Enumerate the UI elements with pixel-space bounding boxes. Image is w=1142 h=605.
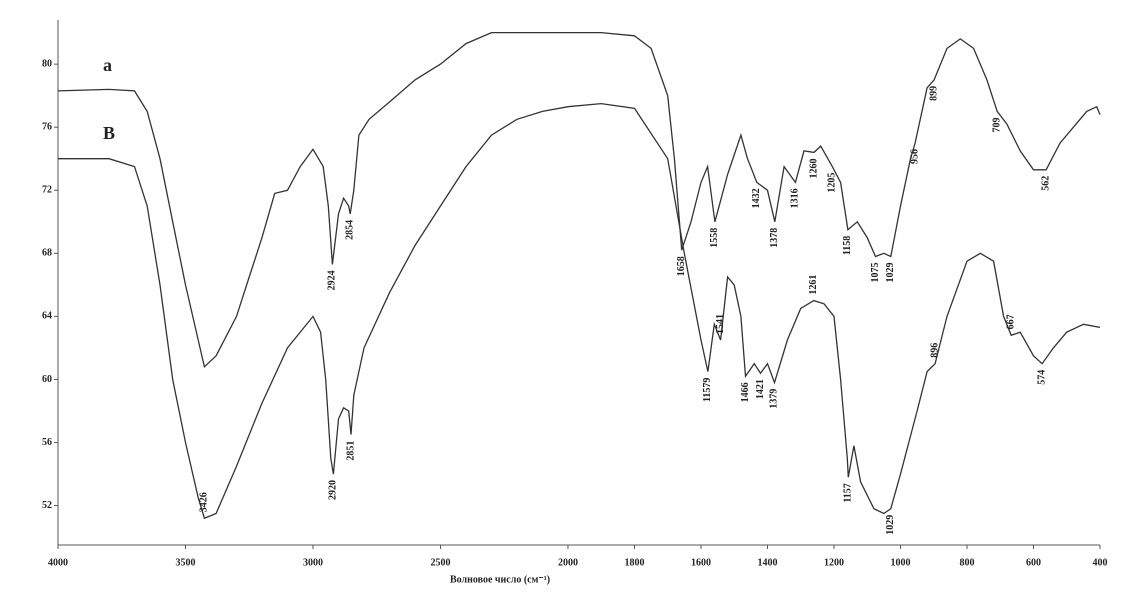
x-tick-label: 3000	[303, 557, 323, 568]
spectrum-line	[58, 102, 1101, 520]
peak-label: 1658	[676, 256, 687, 276]
peak-label: 899	[928, 86, 939, 101]
peak-label: 1158	[842, 236, 853, 255]
x-tick-label: 3500	[175, 557, 195, 568]
peak-label: 1432	[751, 188, 762, 208]
y-tick-label: 68	[42, 248, 52, 259]
peak-label: 1466	[740, 382, 751, 402]
x-tick-label: 1400	[757, 557, 777, 568]
peak-label: 574	[1036, 370, 1047, 385]
peak-label: 1378	[769, 228, 780, 248]
peak-label: 11579	[702, 378, 713, 402]
y-tick-label: 56	[42, 437, 52, 448]
y-tick-label: 76	[42, 122, 52, 133]
peak-label: 1541	[715, 314, 726, 334]
peak-label: 1260	[808, 158, 819, 178]
peak-label: 1075	[870, 262, 881, 282]
peak-label: 1421	[755, 379, 766, 399]
x-tick-label: 600	[1026, 557, 1041, 568]
peak-label: 709	[992, 117, 1003, 132]
peak-label: 2854	[345, 220, 356, 240]
y-tick-label: 64	[42, 311, 52, 322]
x-tick-label: 2000	[558, 557, 578, 568]
peak-label: 667	[1006, 314, 1017, 329]
peak-label: 1157	[843, 483, 854, 502]
peak-label: 1558	[709, 228, 720, 248]
x-axis-label: Волновое число (см⁻¹)	[450, 574, 550, 585]
peak-label: 956	[909, 149, 920, 164]
peak-label: 1205	[827, 173, 838, 193]
peak-label: 896	[929, 343, 940, 358]
x-tick-label: 800	[959, 557, 974, 568]
x-tick-label: 400	[1093, 557, 1108, 568]
y-tick-label: 60	[42, 374, 52, 385]
x-tick-label: 1000	[890, 557, 910, 568]
y-tick-label: 80	[42, 58, 52, 69]
x-tick-label: 1200	[824, 557, 844, 568]
series-name: a	[103, 55, 112, 75]
peak-label: 562	[1040, 176, 1051, 191]
peak-label: 1316	[790, 188, 801, 208]
series-name: B	[103, 123, 115, 143]
x-tick-label: 1600	[691, 557, 711, 568]
peak-label: 1029	[885, 515, 896, 535]
peak-label: 2851	[345, 441, 356, 461]
y-tick-label: 72	[42, 185, 52, 196]
peak-label: 1379	[769, 389, 780, 409]
peak-label: 2920	[328, 480, 339, 500]
y-tick-label: 52	[42, 500, 52, 511]
x-tick-label: 4000	[48, 557, 68, 568]
peak-label: 3426	[199, 492, 210, 512]
peak-label: 2924	[327, 270, 338, 290]
peak-label: 1029	[885, 262, 896, 282]
spectrum-line	[57, 31, 1101, 369]
peak-label: 1261	[808, 275, 819, 295]
x-tick-label: 2500	[430, 557, 450, 568]
x-tick-label: 1800	[624, 557, 644, 568]
